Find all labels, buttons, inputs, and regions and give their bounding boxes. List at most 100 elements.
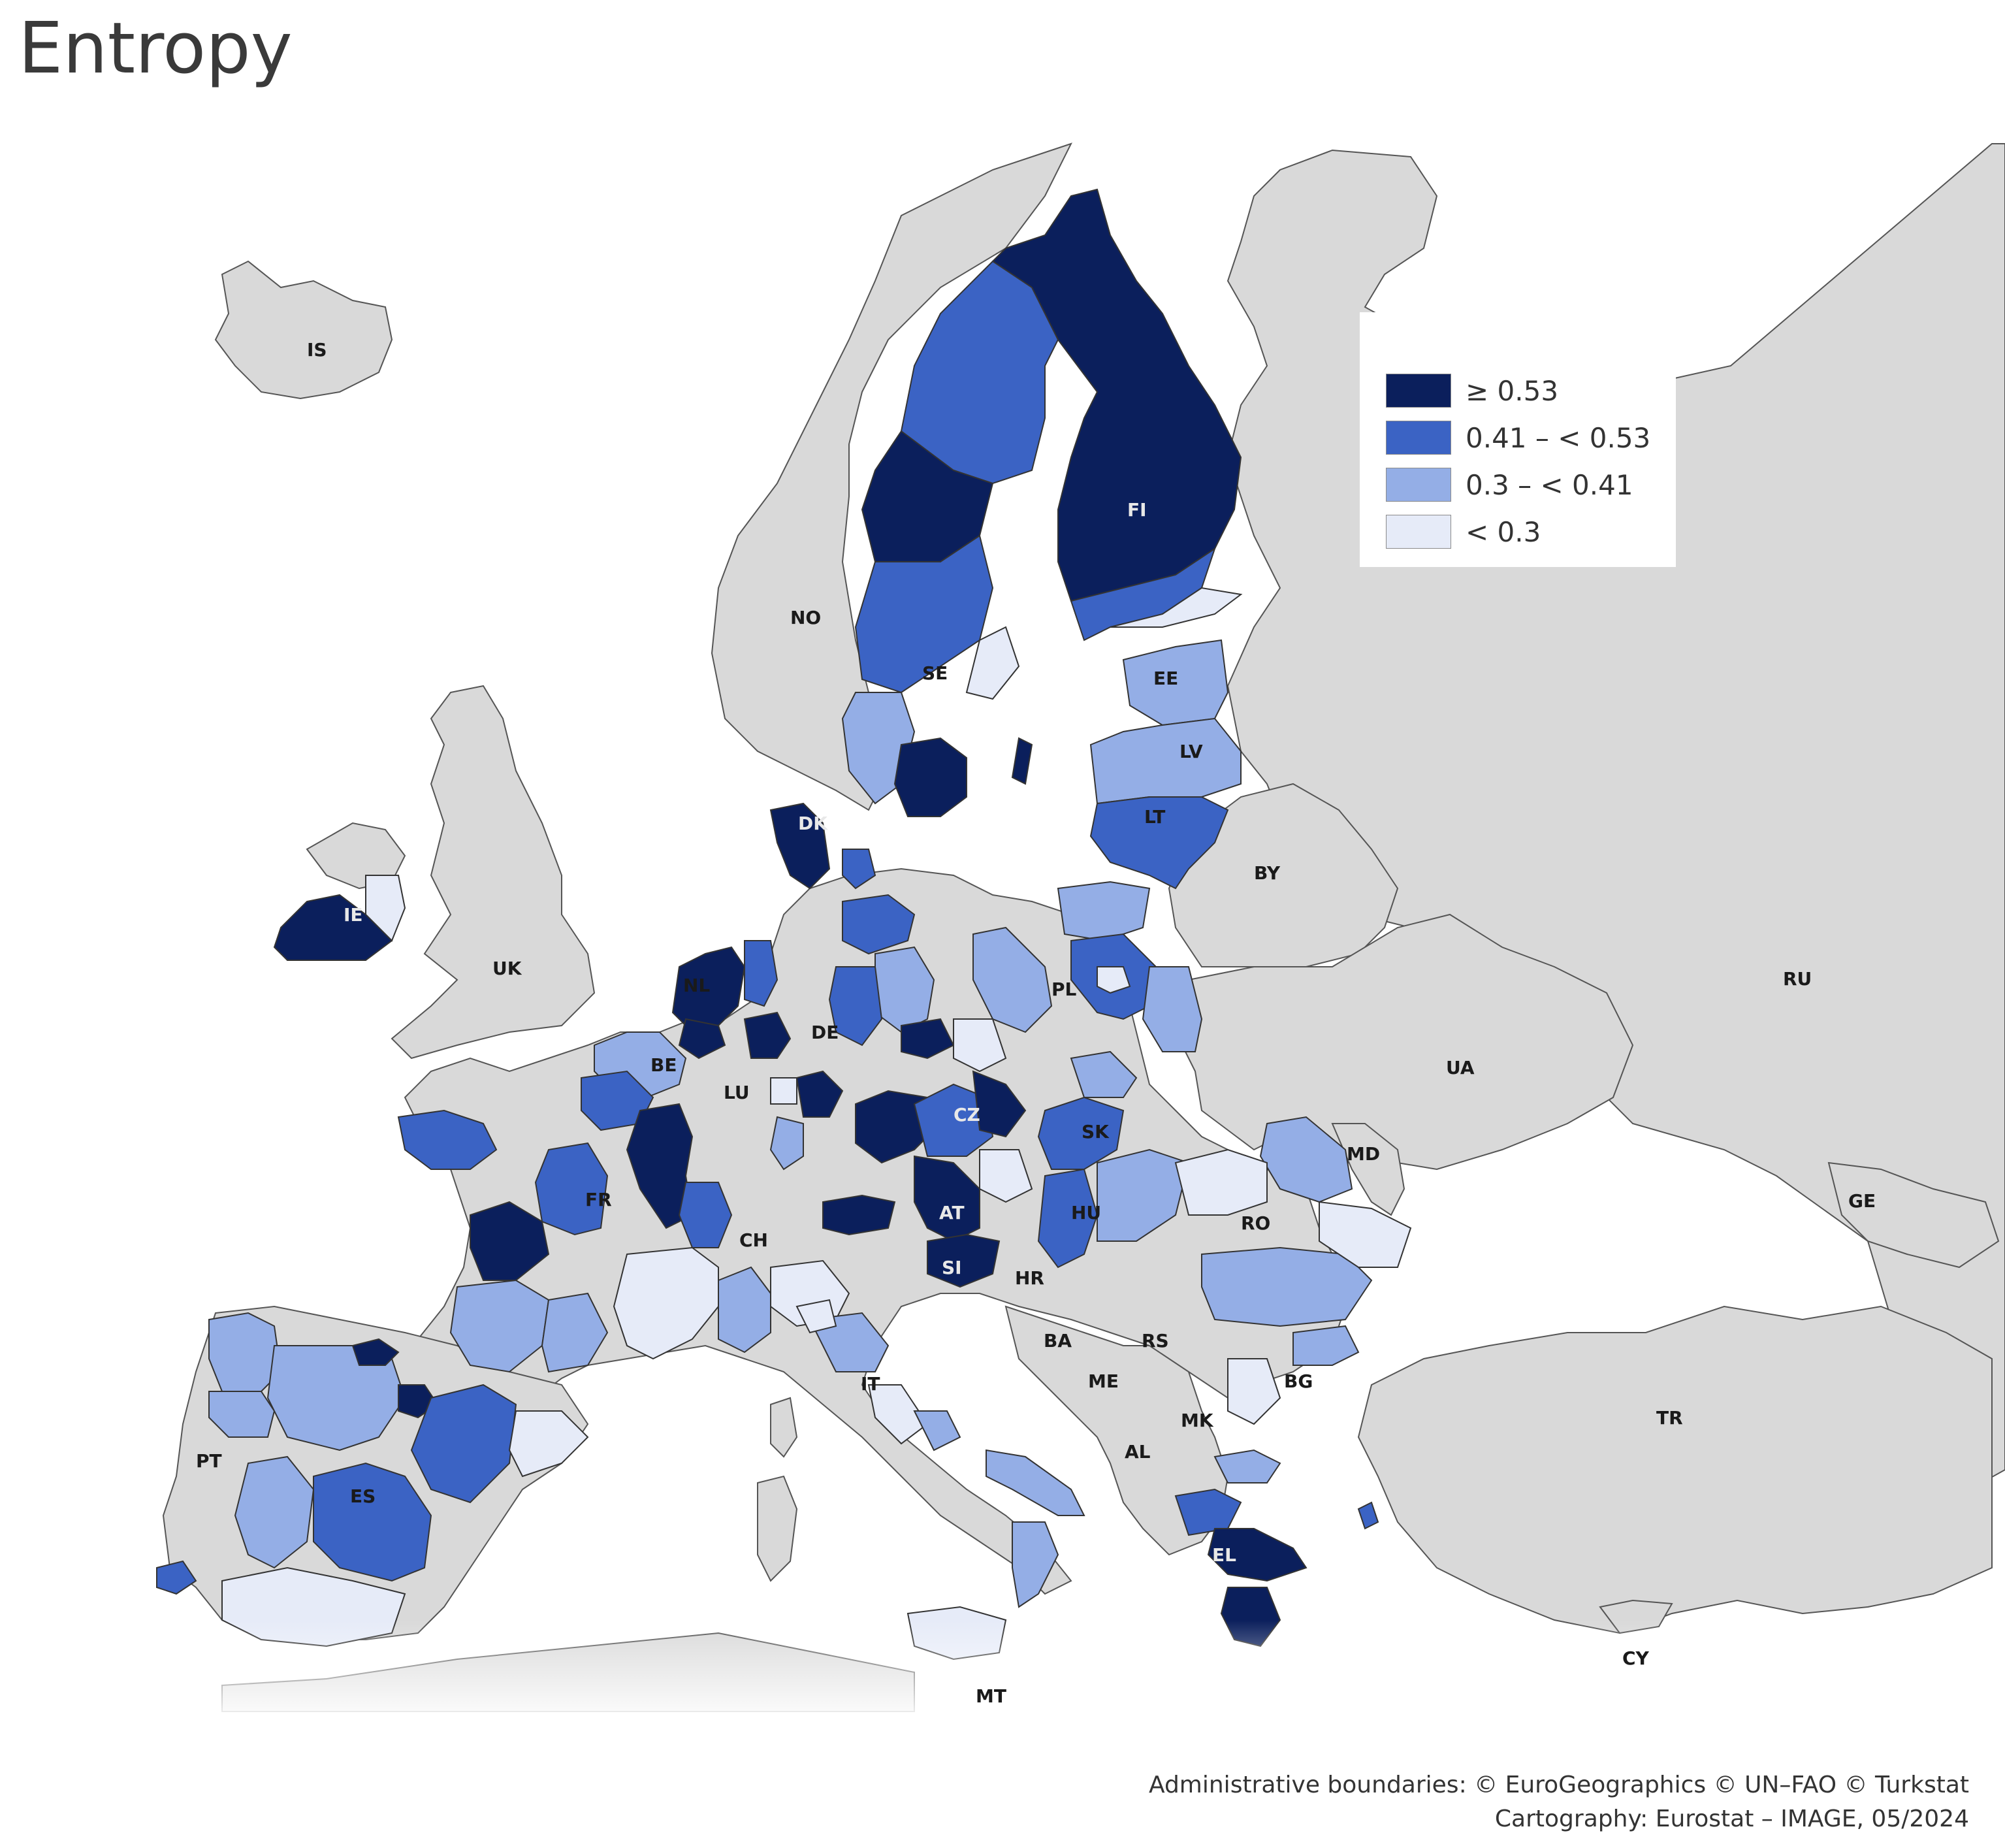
region-pl-east bbox=[1142, 966, 1203, 1052]
region-uk bbox=[391, 685, 596, 1060]
label-cy: CY bbox=[1622, 1647, 1650, 1669]
country-benelux bbox=[594, 940, 778, 1099]
label-ua: UA bbox=[1446, 1057, 1475, 1078]
region-es-aragon bbox=[410, 1384, 517, 1504]
region-hu-east bbox=[1097, 1148, 1190, 1242]
label-hu: HU bbox=[1071, 1202, 1101, 1224]
region-hu bbox=[1037, 1168, 1099, 1269]
region-es-west bbox=[234, 1455, 315, 1569]
legend-item-medium-high: 0.41 – < 0.53 bbox=[1386, 419, 1650, 456]
region-bg-west bbox=[1227, 1358, 1281, 1425]
legend-swatch-high bbox=[1386, 374, 1451, 408]
label-no: NO bbox=[790, 607, 821, 628]
region-cz-east bbox=[972, 1070, 1027, 1138]
region-pl-north bbox=[1057, 881, 1151, 942]
region-ee bbox=[1122, 639, 1229, 726]
region-be-east bbox=[678, 1018, 726, 1060]
region-fr-brittany bbox=[397, 1109, 498, 1170]
region-ie-south bbox=[273, 894, 393, 961]
region-fr-south-east bbox=[613, 1246, 719, 1360]
region-lv bbox=[1089, 717, 1242, 805]
label-al: AL bbox=[1125, 1441, 1151, 1463]
label-pl: PL bbox=[1051, 979, 1077, 1000]
legend-item-high: ≥ 0.53 bbox=[1386, 372, 1558, 409]
region-ukraine bbox=[1174, 913, 1634, 1171]
legend-label-medium-high: 0.41 – < 0.53 bbox=[1466, 421, 1651, 454]
region-at-vienna bbox=[979, 1149, 1033, 1203]
region-el-north bbox=[1174, 1488, 1242, 1536]
region-de-baden bbox=[769, 1116, 804, 1171]
region-sardinia bbox=[757, 1475, 798, 1582]
country-de bbox=[743, 894, 955, 1171]
country-se bbox=[841, 260, 1059, 817]
country-labels: IS NO SE FI EE LV LT DK IE UK NL BE LU D… bbox=[196, 339, 1876, 1707]
label-lt: LT bbox=[1144, 806, 1165, 828]
country-central bbox=[822, 1070, 1190, 1288]
region-si bbox=[927, 1233, 1001, 1288]
country-pl bbox=[953, 881, 1203, 1098]
label-lv: LV bbox=[1179, 741, 1203, 762]
label-ru: RU bbox=[1783, 968, 1812, 990]
label-fr: FR bbox=[585, 1189, 612, 1210]
region-es-basque bbox=[351, 1338, 400, 1366]
region-fr-south-west bbox=[449, 1279, 550, 1373]
legend-label-high: ≥ 0.53 bbox=[1466, 374, 1559, 407]
region-ie-east bbox=[365, 875, 406, 942]
label-rs: RS bbox=[1142, 1330, 1169, 1352]
label-fi: FI bbox=[1127, 499, 1147, 521]
region-de-bavaria bbox=[795, 1070, 844, 1118]
region-pl-warsaw bbox=[1097, 966, 1131, 994]
region-nl bbox=[671, 946, 746, 1033]
region-georgia bbox=[1827, 1161, 2000, 1269]
country-ie bbox=[273, 875, 406, 961]
credit-cartography: Cartography: Eurostat – IMAGE, 05/2024 bbox=[1494, 1806, 1969, 1832]
region-de-saxony bbox=[901, 1018, 955, 1060]
legend-item-medium-low: 0.3 – < 0.41 bbox=[1386, 466, 1633, 503]
label-md: MD bbox=[1347, 1143, 1380, 1165]
region-pl-west bbox=[972, 926, 1053, 1033]
credit-boundaries: Administrative boundaries: © EuroGeograp… bbox=[1148, 1772, 1969, 1798]
map-legend: ≥ 0.53 0.41 – < 0.53 0.3 – < 0.41 < 0.3 bbox=[1360, 312, 1676, 567]
label-mt: MT bbox=[976, 1685, 1006, 1707]
label-cz: CZ bbox=[954, 1104, 980, 1126]
region-it-abruzzo bbox=[913, 1410, 961, 1451]
label-pt: PT bbox=[196, 1450, 222, 1472]
region-fi-coast bbox=[1110, 587, 1243, 628]
map-title: Entropy bbox=[18, 8, 293, 89]
label-by: BY bbox=[1254, 862, 1281, 884]
region-de-ne-coast bbox=[770, 1077, 797, 1105]
region-iceland bbox=[214, 260, 393, 400]
country-el bbox=[1174, 1449, 1379, 1647]
region-it-north-west bbox=[718, 1266, 771, 1354]
label-ge: GE bbox=[1848, 1190, 1876, 1212]
label-me: ME bbox=[1088, 1370, 1119, 1392]
region-pl-south-west bbox=[953, 1018, 1007, 1073]
region-se-center bbox=[854, 534, 994, 694]
country-baltics bbox=[1089, 639, 1242, 890]
legend-item-low: < 0.3 bbox=[1386, 513, 1541, 550]
label-se: SE bbox=[922, 662, 948, 684]
label-be: BE bbox=[650, 1054, 677, 1076]
label-es: ES bbox=[350, 1485, 376, 1507]
label-dk: DK bbox=[798, 813, 828, 834]
country-fi bbox=[991, 188, 1243, 641]
label-tr: TR bbox=[1656, 1407, 1683, 1429]
region-el-thrace bbox=[1213, 1449, 1281, 1483]
label-hr: HR bbox=[1015, 1267, 1044, 1289]
region-moldova bbox=[1331, 1123, 1405, 1216]
region-es-catalonia bbox=[508, 1410, 589, 1478]
label-bg: BG bbox=[1284, 1370, 1313, 1392]
label-ee: EE bbox=[1153, 668, 1178, 689]
label-sk: SK bbox=[1082, 1121, 1110, 1143]
region-ro-west bbox=[1174, 1148, 1268, 1216]
region-el-center bbox=[1207, 1528, 1307, 1582]
country-it bbox=[718, 1259, 1085, 1661]
region-corsica bbox=[770, 1397, 798, 1458]
label-it: IT bbox=[861, 1373, 880, 1395]
region-de-mid bbox=[828, 966, 883, 1046]
legend-label-low: < 0.3 bbox=[1466, 515, 1541, 548]
label-mk: MK bbox=[1181, 1410, 1214, 1431]
label-ie: IE bbox=[344, 904, 363, 926]
region-it-veneto bbox=[795, 1299, 837, 1334]
